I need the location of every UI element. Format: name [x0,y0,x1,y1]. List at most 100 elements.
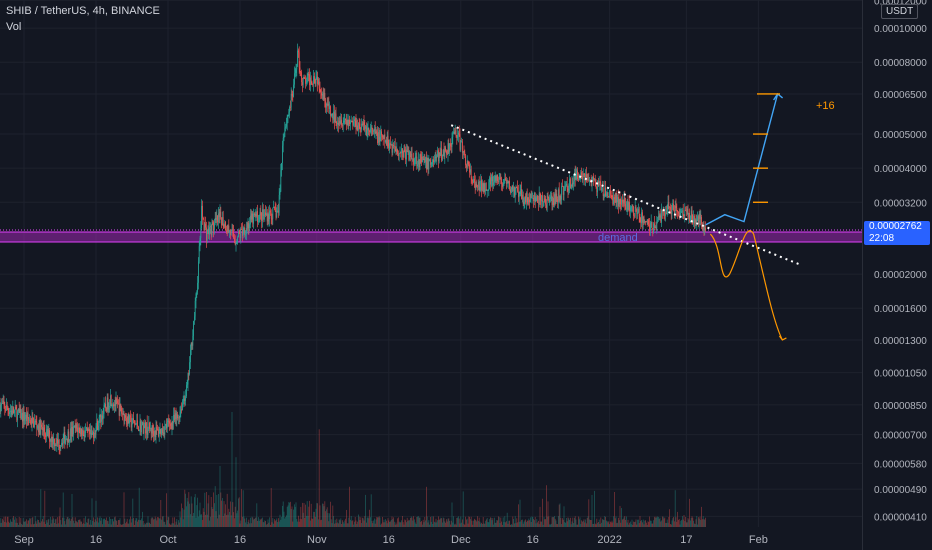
candle-body [403,149,405,158]
volume-bar [250,523,252,527]
volume-bar [162,516,163,527]
volume-bar [385,519,386,527]
volume-bar [73,520,74,527]
volume-bar [422,524,423,527]
candle-body [337,122,338,125]
demand-label: demand [598,232,638,244]
volume-bar [561,524,562,527]
volume-bar [399,522,401,527]
candle-body [405,151,406,160]
candle-body [413,158,414,165]
volume-bar [378,516,380,527]
candle-body [184,398,186,401]
volume-bar [243,516,245,527]
volume-indicator-label[interactable]: Vol [6,21,22,33]
candle-body [503,182,505,185]
price-tick-label: 0.00000700 [874,431,927,442]
volume-bar [467,523,469,527]
candle-body [686,210,687,212]
candle-body [305,78,306,84]
volume-bar [428,520,430,527]
candle-body [445,147,446,151]
candle-body [554,194,555,206]
volume-bar [468,516,470,527]
currency-unit-button[interactable]: USDT [881,4,919,19]
candle-body [308,73,310,75]
candle-body [332,114,334,120]
candle-body [82,429,83,436]
volume-bar [271,522,273,527]
candle-body [667,202,669,210]
volume-bar [491,520,493,527]
candle-body [176,414,178,420]
volume-bar [387,518,389,527]
volume-bar [622,519,623,527]
candle-body [258,215,260,222]
candle-body [306,75,308,81]
volume-bar [550,524,551,527]
candle-body [419,154,421,167]
candle-body [218,213,220,218]
candle-body [134,423,136,425]
candle-body [96,420,98,427]
candle-body [56,438,58,446]
candle-body [494,175,496,177]
volume-bar [481,522,482,527]
volume-bar [193,512,194,527]
volume-bar [115,519,117,527]
candle-body [389,143,390,150]
candle-body [2,403,3,404]
volume-bar [682,519,684,527]
candle-body [37,425,38,429]
candle-body [560,195,562,200]
candle-body [484,183,486,192]
volume-bar [314,516,316,527]
candle-body [674,205,676,215]
candle-body [163,432,165,435]
volume-bar [11,522,13,527]
volume-bar [54,519,56,527]
volume-bar [138,519,139,527]
volume-bar [119,518,121,527]
candle-body [396,149,398,152]
candle-body [463,151,465,153]
candle-body [206,233,208,241]
candle-body [688,212,690,217]
volume-bar [338,523,339,527]
volume-bar [40,489,42,527]
candle-body [29,419,30,421]
candle-body [234,237,235,241]
candle-body [274,207,276,211]
candle-body [418,159,420,167]
volume-bar [655,516,657,527]
candle-body [191,342,193,346]
price-axis[interactable] [862,0,932,550]
volume-bar [448,518,450,527]
volume-bar [158,517,159,527]
candle-body [459,134,461,150]
candle-body [666,213,667,214]
candle-body [111,405,113,406]
volume-bar [141,518,142,527]
candle-body [80,428,82,435]
candle-body [349,119,350,125]
volume-bar [705,517,706,527]
volume-bar [152,517,154,527]
volume-bar [641,520,642,527]
candle-body [66,438,67,440]
candle-body [179,411,181,419]
volume-bar [218,493,219,527]
candle-body [631,204,633,207]
volume-bar [498,517,500,527]
volume-bar [410,516,412,527]
volume-bar [179,511,181,527]
candle-body [28,418,30,421]
candle-body [62,438,64,446]
candle-body [201,205,202,228]
candle-body [10,410,11,413]
candle-body [213,222,214,230]
volume-bar [574,517,575,527]
candle-body [561,186,562,200]
candle-body [202,205,203,218]
